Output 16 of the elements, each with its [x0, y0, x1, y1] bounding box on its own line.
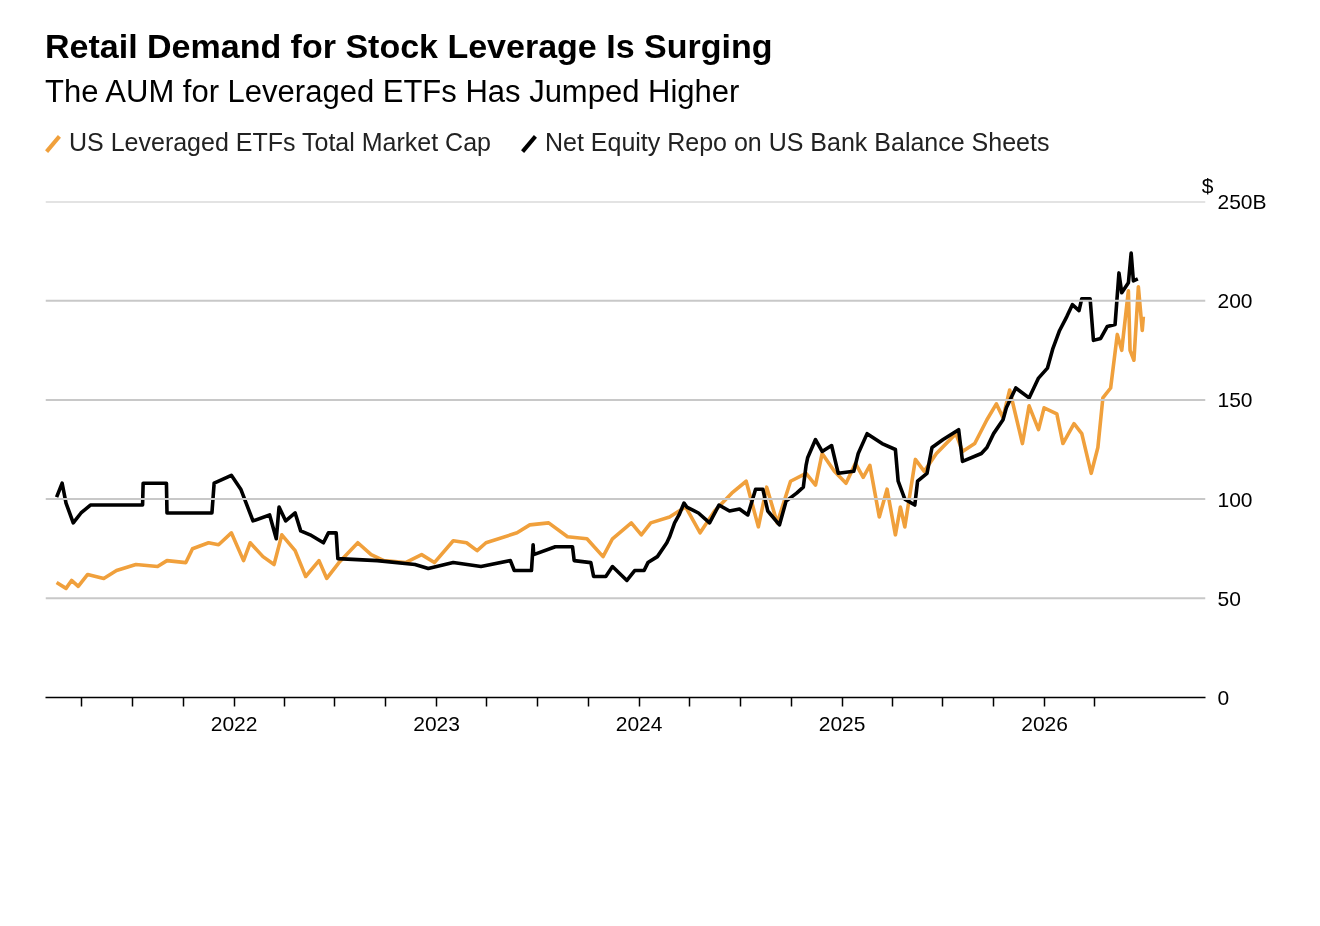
y-tick-label: 150 [1217, 387, 1253, 411]
y-tick-label: 50 [1217, 586, 1241, 610]
x-tick-label: 2025 [818, 711, 866, 735]
y-tick-label: 200 [1217, 288, 1253, 312]
x-tick-label: 2023 [413, 711, 460, 735]
chart-subtitle: The AUM for Leveraged ETFs Has Jumped Higher [45, 72, 740, 111]
x-tick-label: 2026 [1021, 711, 1068, 735]
y-tick-label: 250B [1217, 189, 1267, 213]
legend-label: Net Equity Repo on US Bank Balance Sheets [543, 126, 1050, 158]
legend-label: US Leveraged ETFs Total Market Cap [68, 126, 491, 158]
y-axis-title: $ [1201, 173, 1214, 197]
y-tick-label: 0 [1217, 685, 1230, 709]
chart-title: Retail Demand for Stock Leverage Is Surging [45, 26, 773, 67]
x-tick-label: 2022 [210, 711, 258, 735]
y-tick-label: 100 [1217, 487, 1253, 511]
x-tick-label: 2024 [615, 711, 663, 735]
